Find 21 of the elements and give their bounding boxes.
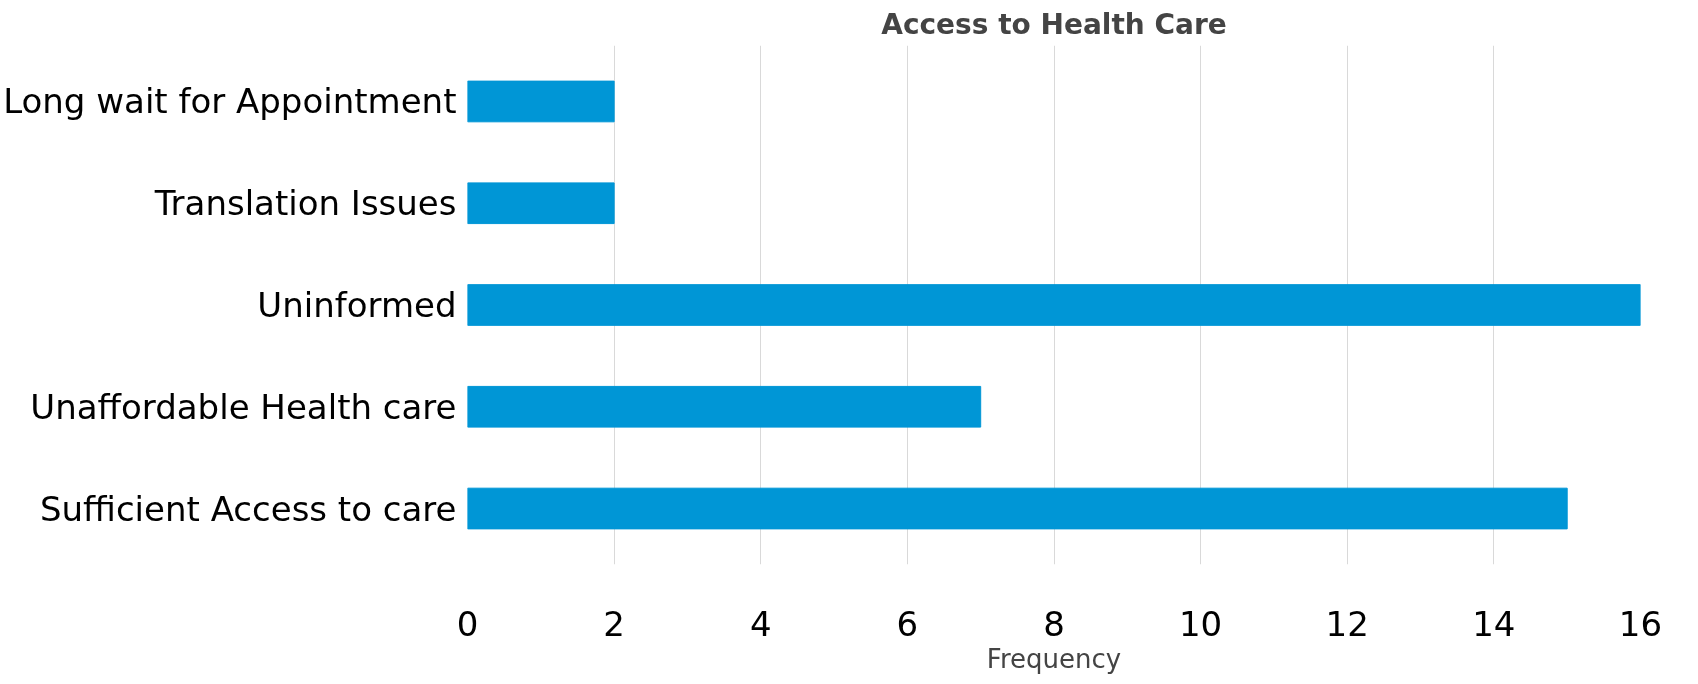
x-tick-label: 16 xyxy=(1618,603,1663,644)
chart-title: Access to Health Care xyxy=(881,7,1227,41)
bar xyxy=(467,182,615,225)
x-tick-label: 4 xyxy=(749,603,772,644)
y-tick-label: Uninformed xyxy=(257,285,457,325)
bar xyxy=(467,80,615,123)
x-axis-title: Frequency xyxy=(986,643,1122,674)
y-tick-label: Sufficient Access to care xyxy=(39,488,457,529)
x-tick-label: 12 xyxy=(1325,603,1369,644)
x-tick-label: 14 xyxy=(1472,603,1516,644)
x-tick-label: 0 xyxy=(456,603,479,644)
bar xyxy=(467,385,982,428)
bar xyxy=(467,487,1568,530)
y-tick-label: Unaffordable Health care xyxy=(30,386,457,427)
y-tick-label: Translation Issues xyxy=(153,183,457,224)
x-tick-label: 2 xyxy=(603,603,625,644)
x-tick-label: 6 xyxy=(896,603,919,644)
y-tick-label: Long wait for Appointment xyxy=(3,81,457,122)
x-tick-label: 8 xyxy=(1043,603,1065,644)
bar xyxy=(467,284,1641,326)
x-tick-label: 10 xyxy=(1178,603,1223,644)
